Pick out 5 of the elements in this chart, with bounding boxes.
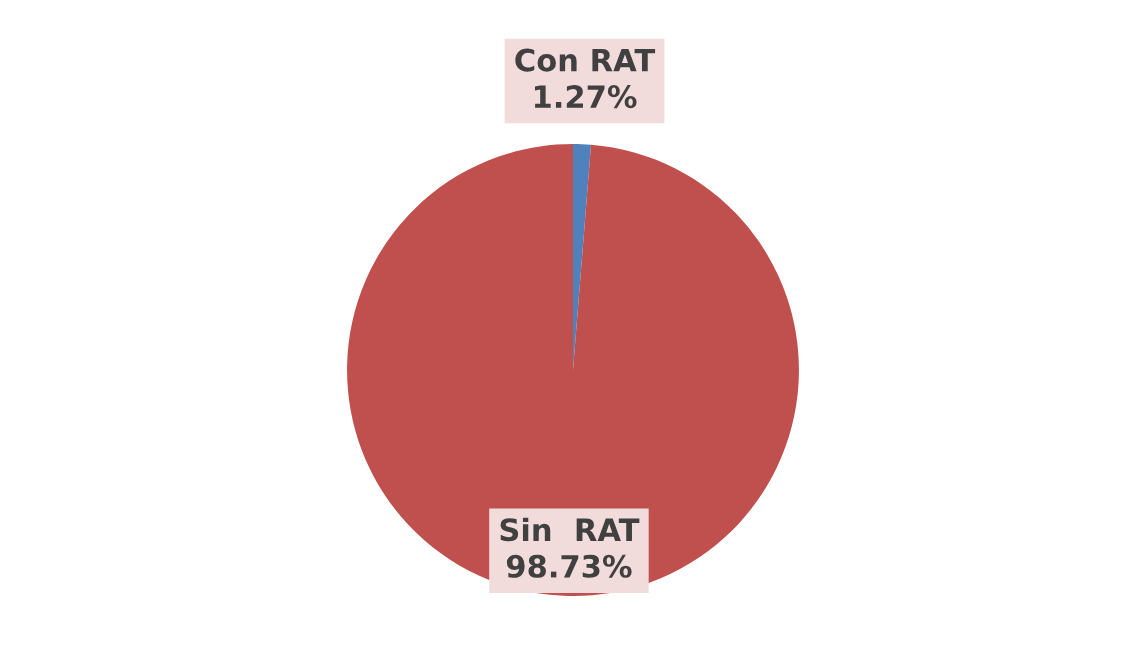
data-label: 1.27%: [534, 85, 637, 109]
slice-label: Sin RAT: [500, 517, 640, 542]
pie-slice: [347, 144, 799, 596]
data-label: 98.73%: [506, 554, 632, 578]
slice-label: Con RAT: [515, 48, 656, 72]
